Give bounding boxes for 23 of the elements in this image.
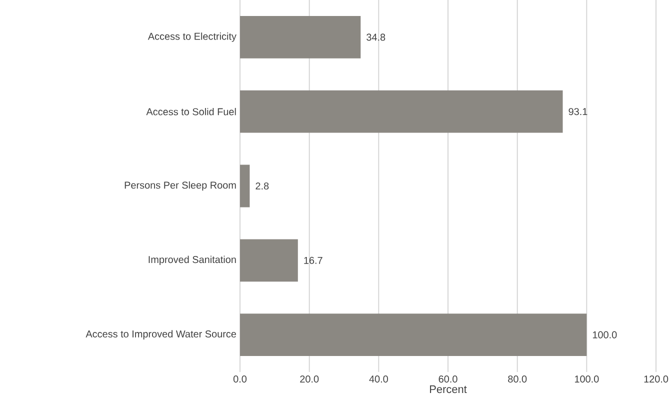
data-label: 100.0	[592, 331, 617, 338]
y-tick-label: Access to Electricity	[148, 32, 236, 42]
x-tick-label: 0.0	[233, 376, 247, 383]
y-tick-label: Persons Per Sleep Room	[124, 181, 236, 191]
bar	[240, 16, 361, 58]
y-tick-label: Access to Solid Fuel	[146, 108, 236, 116]
data-label: 2.8	[256, 182, 269, 190]
x-tick-label: 120.0	[644, 376, 668, 383]
x-tick-label: 20.0	[300, 376, 319, 383]
x-tick-label: 100.0	[574, 376, 599, 383]
data-label: 34.8	[366, 34, 386, 41]
x-tick-label: 80.0	[508, 376, 527, 383]
y-tick-label: Access to Improved Water Source	[86, 330, 236, 340]
data-label: 16.7	[304, 256, 322, 264]
bar	[240, 314, 587, 356]
bar	[240, 164, 250, 208]
x-tick-label: 40.0	[369, 376, 388, 383]
x-axis-title: Percent	[430, 385, 467, 394]
y-tick-label: Improved Sanitation	[148, 256, 236, 266]
bar	[240, 239, 298, 282]
x-tick-label: 60.0	[438, 376, 458, 383]
bar	[240, 90, 563, 133]
data-label: 93.1	[568, 108, 588, 116]
